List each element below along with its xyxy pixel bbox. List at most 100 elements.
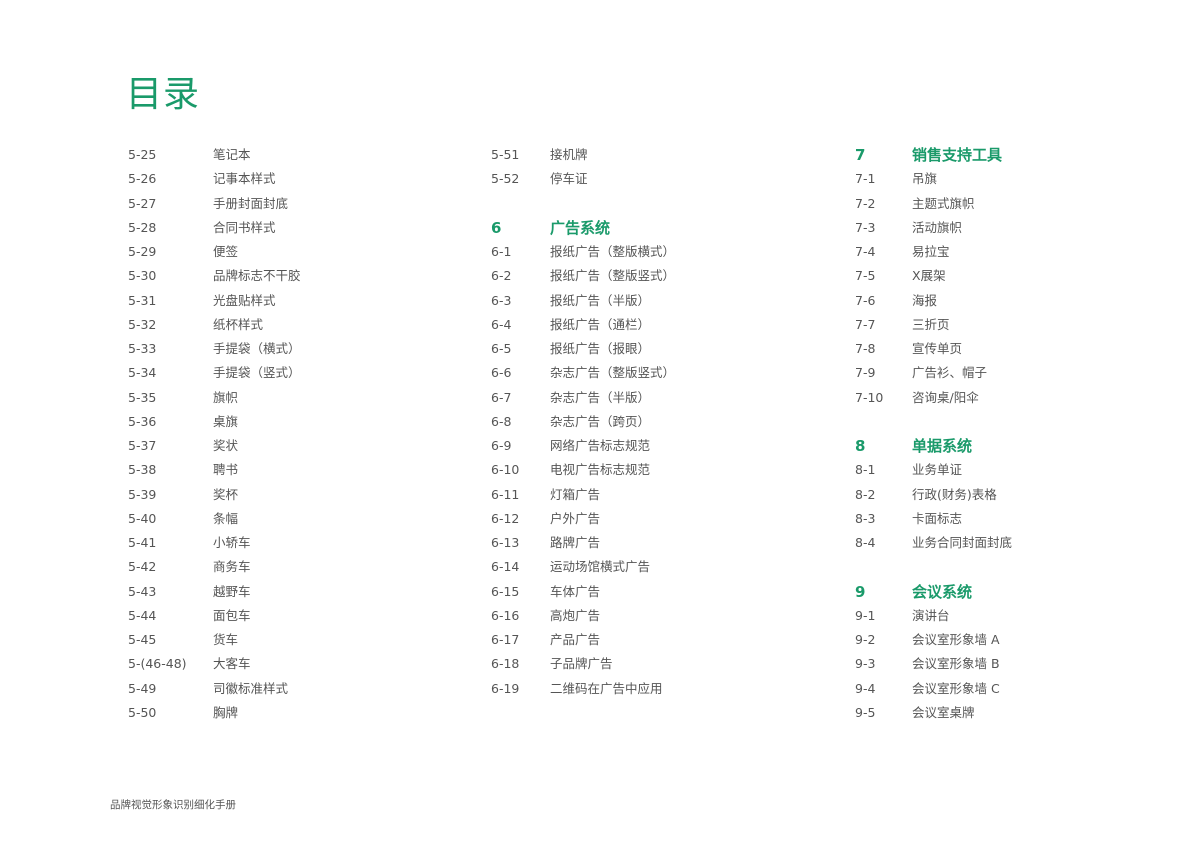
entry-label: 三折页 — [912, 316, 950, 332]
entry-number: 5-42 — [128, 559, 157, 575]
entry-label: 运动场馆横式广告 — [550, 559, 651, 575]
entry-label: 业务单证 — [912, 462, 963, 478]
entry-label: 单据系统 — [912, 437, 973, 455]
entry-label: 车体广告 — [550, 583, 601, 599]
entry-label: 面包车 — [213, 607, 251, 623]
entry-number: 6-17 — [491, 632, 520, 647]
entry-label: 品牌标志不干胶 — [213, 268, 301, 284]
entry-number: 6-5 — [491, 341, 512, 356]
entry-label: 便签 — [213, 244, 239, 259]
entry-label: 商务车 — [213, 559, 251, 575]
entry-label: 主题式旗帜 — [912, 195, 975, 211]
entry-label: 二维码在广告中应用 — [550, 680, 663, 696]
entry-label: 会议室桌牌 — [912, 704, 975, 720]
entry-label: 高炮广告 — [550, 607, 601, 623]
entry-number: 6-7 — [491, 389, 512, 405]
entry-number: 6-6 — [491, 365, 512, 381]
entry-label: 聘书 — [213, 462, 239, 478]
entry-number: 5-52 — [491, 171, 520, 187]
entry-label: 小轿车 — [213, 535, 251, 550]
entry-number: 5-49 — [128, 680, 157, 696]
entry-number: 6-1 — [491, 244, 512, 259]
entry-number: 5-30 — [128, 268, 157, 284]
entry-label: 手册封面封底 — [213, 195, 289, 211]
entry-label: 吊旗 — [912, 171, 938, 187]
entry-number: 5-36 — [128, 413, 157, 429]
entry-number: 6-16 — [491, 607, 520, 623]
entry-label: 户外广告 — [550, 510, 601, 526]
entry-number: 6-18 — [491, 656, 520, 672]
entry-label: 报纸广告（整版竖式） — [550, 268, 676, 284]
entry-label: 会议室形象墙 B — [912, 656, 1000, 672]
entry-number: 9-5 — [855, 704, 876, 720]
entry-number: 6-11 — [491, 486, 520, 502]
entry-number: 7-7 — [855, 316, 876, 332]
entry-label: 网络广告标志规范 — [550, 438, 651, 453]
entry-number: 7-1 — [855, 171, 876, 187]
entry-number: 5-43 — [128, 583, 157, 599]
entry-number: 6-4 — [491, 316, 512, 332]
entry-label: 接机牌 — [550, 147, 588, 162]
entry-number: 8-1 — [855, 462, 876, 478]
entry-label: 手提袋（横式） — [213, 341, 301, 356]
entry-label: 奖杯 — [213, 486, 239, 502]
entry-number: 6-14 — [491, 559, 520, 575]
entry-number: 5-45 — [128, 632, 157, 647]
entry-number: 7-3 — [855, 219, 876, 235]
entry-number: 5-44 — [128, 607, 157, 623]
entry-label: 咨询桌/阳伞 — [912, 389, 979, 405]
entry-label: 行政(财务)表格 — [912, 486, 997, 502]
entry-number: 5-50 — [128, 704, 157, 720]
entry-label: 笔记本 — [213, 147, 251, 162]
entry-number: 6-2 — [491, 268, 512, 284]
entry-number: 5-25 — [128, 147, 157, 162]
entry-label: 杂志广告（跨页） — [550, 413, 651, 429]
entry-label: 大客车 — [213, 656, 251, 672]
entry-label: 越野车 — [213, 583, 251, 599]
page-title: 目录 — [126, 74, 201, 115]
entry-number: 5-35 — [128, 389, 157, 405]
entry-label: 报纸广告（通栏） — [550, 316, 651, 332]
entry-label: 报纸广告（半版） — [550, 292, 651, 308]
entry-number: 5-51 — [491, 147, 520, 162]
entry-number: 9 — [855, 582, 866, 601]
entry-number: 7-4 — [855, 244, 876, 259]
entry-label: 合同书样式 — [213, 219, 276, 235]
entry-number: 8-2 — [855, 486, 876, 502]
entry-label: 会议室形象墙 C — [912, 680, 1000, 696]
entry-number: 5-32 — [128, 316, 157, 332]
entry-label: 会议室形象墙 A — [912, 632, 1000, 647]
entry-label: 电视广告标志规范 — [550, 462, 651, 478]
entry-label: 杂志广告（半版） — [550, 389, 651, 405]
entry-label: 桌旗 — [213, 413, 239, 429]
entry-label: 广告系统 — [550, 218, 611, 237]
entry-number: 8 — [855, 437, 866, 455]
entry-label: 纸杯样式 — [213, 316, 264, 332]
entry-number: 7-2 — [855, 195, 876, 211]
entry-number: 6-8 — [491, 413, 512, 429]
entry-number: 5-39 — [128, 486, 157, 502]
entry-label: 货车 — [213, 632, 239, 647]
entry-label: 活动旗帜 — [912, 219, 963, 235]
entry-number: 5-34 — [128, 365, 157, 381]
entry-number: 9-4 — [855, 680, 876, 696]
entry-number: 6-9 — [491, 438, 512, 453]
entry-number: 5-26 — [128, 171, 157, 187]
entry-label: 灯箱广告 — [550, 486, 601, 502]
entry-label: 路牌广告 — [550, 535, 601, 550]
entry-label: 产品广告 — [550, 632, 601, 647]
entry-number: 7-10 — [855, 389, 884, 405]
entry-label: 报纸广告（整版横式） — [550, 244, 676, 259]
entry-label: 广告衫、帽子 — [912, 365, 988, 381]
entry-number: 7-5 — [855, 268, 876, 284]
entry-number: 5-29 — [128, 244, 157, 259]
entry-number: 5-28 — [128, 219, 157, 235]
footer-text: 品牌视觉形象识别细化手册 — [110, 799, 236, 811]
entry-label: 卡面标志 — [912, 510, 963, 526]
entry-number: 7-6 — [855, 292, 876, 308]
entry-label: 业务合同封面封底 — [912, 535, 1013, 550]
entry-label: 记事本样式 — [213, 171, 276, 187]
entry-number: 9-2 — [855, 632, 876, 647]
entry-number: 5-(46-48) — [128, 656, 187, 672]
entry-label: 演讲台 — [912, 607, 950, 623]
